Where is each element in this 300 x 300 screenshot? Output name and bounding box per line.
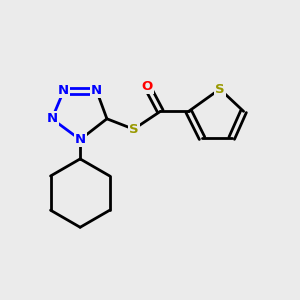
Text: O: O bbox=[141, 80, 153, 93]
Text: N: N bbox=[91, 84, 102, 97]
Text: S: S bbox=[129, 123, 139, 136]
Text: N: N bbox=[46, 112, 58, 125]
Text: S: S bbox=[215, 82, 225, 96]
Text: N: N bbox=[58, 84, 69, 97]
Text: N: N bbox=[75, 133, 86, 146]
